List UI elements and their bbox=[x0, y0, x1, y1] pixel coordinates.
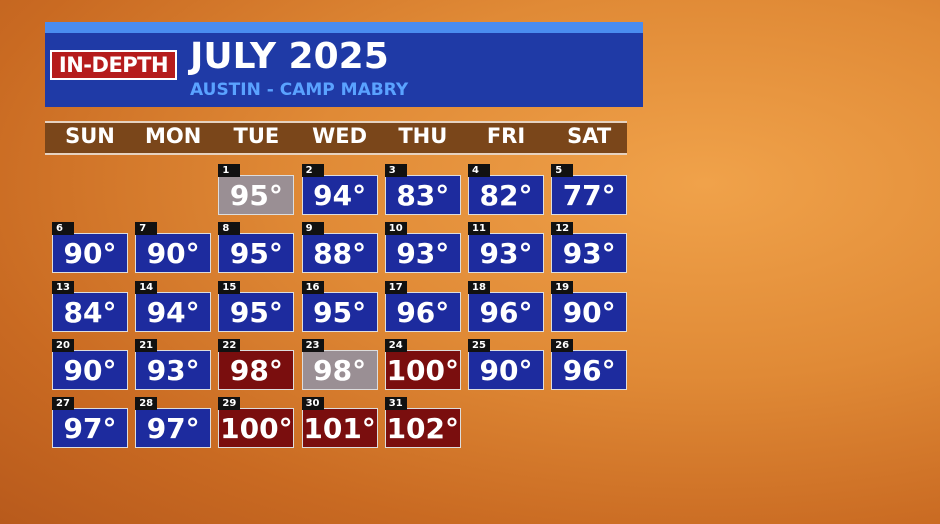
day-number: 8 bbox=[218, 222, 241, 236]
day-temp: 94° bbox=[135, 291, 212, 332]
day-number: 14 bbox=[135, 280, 158, 294]
day-number: 23 bbox=[301, 338, 324, 352]
day-temp: 98° bbox=[218, 349, 295, 390]
weekday: TUE bbox=[233, 124, 280, 148]
day-temp: 100° bbox=[384, 349, 461, 390]
day-temp: 96° bbox=[468, 291, 544, 332]
day-temp: 96° bbox=[551, 349, 628, 390]
day-number: 19 bbox=[551, 280, 574, 294]
day-temp: 93° bbox=[468, 233, 544, 274]
day-temp: 90° bbox=[52, 349, 128, 390]
day-number: 13 bbox=[52, 280, 74, 294]
weekday: WED bbox=[312, 124, 368, 148]
day-number: 9 bbox=[301, 222, 324, 236]
weekday: SUN bbox=[65, 124, 115, 148]
weekday: MON bbox=[145, 124, 202, 148]
badge: IN-DEPTH bbox=[50, 50, 177, 80]
day-number: 21 bbox=[135, 338, 158, 352]
day-temp: 101° bbox=[301, 408, 378, 449]
day-temp: 90° bbox=[551, 291, 628, 332]
weekday-bar bbox=[45, 121, 627, 155]
day-number: 24 bbox=[384, 338, 407, 352]
day-number: 30 bbox=[301, 397, 324, 411]
day-number: 31 bbox=[384, 397, 407, 411]
day-temp: 88° bbox=[301, 233, 378, 274]
day-temp: 77° bbox=[551, 175, 628, 215]
day-temp: 93° bbox=[551, 233, 628, 274]
subtitle: AUSTIN - CAMP MABRY bbox=[190, 80, 409, 100]
weekday: FRI bbox=[486, 124, 526, 148]
day-number: 6 bbox=[52, 222, 74, 236]
day-number: 17 bbox=[384, 280, 407, 294]
day-temp: 97° bbox=[52, 408, 128, 449]
day-temp: 83° bbox=[384, 175, 461, 215]
day-temp: 97° bbox=[135, 408, 212, 449]
day-number: 4 bbox=[468, 164, 490, 177]
day-number: 16 bbox=[301, 280, 324, 294]
weekday: THU bbox=[398, 124, 448, 148]
day-temp: 90° bbox=[468, 349, 544, 390]
day-temp: 94° bbox=[301, 175, 378, 215]
day-number: 27 bbox=[52, 397, 74, 411]
day-temp: 95° bbox=[218, 175, 295, 215]
header-strip bbox=[45, 22, 643, 33]
day-number: 25 bbox=[468, 338, 490, 352]
day-number: 28 bbox=[135, 397, 158, 411]
day-temp: 82° bbox=[468, 175, 544, 215]
day-number: 12 bbox=[551, 222, 574, 236]
weekday: SAT bbox=[567, 124, 612, 148]
day-number: 3 bbox=[384, 164, 407, 177]
day-number: 20 bbox=[52, 338, 74, 352]
day-number: 26 bbox=[551, 338, 574, 352]
day-temp: 93° bbox=[384, 233, 461, 274]
day-temp: 84° bbox=[52, 291, 128, 332]
day-number: 29 bbox=[218, 397, 241, 411]
day-temp: 100° bbox=[218, 408, 295, 449]
day-temp: 93° bbox=[135, 349, 212, 390]
day-temp: 90° bbox=[52, 233, 128, 274]
day-number: 15 bbox=[218, 280, 241, 294]
day-temp: 95° bbox=[218, 291, 295, 332]
day-temp: 95° bbox=[301, 291, 378, 332]
day-number: 7 bbox=[135, 222, 158, 236]
day-number: 10 bbox=[384, 222, 407, 236]
day-temp: 102° bbox=[384, 408, 461, 449]
day-number: 11 bbox=[468, 222, 490, 236]
title: JULY 2025 bbox=[190, 36, 389, 77]
day-temp: 90° bbox=[135, 233, 212, 274]
day-number: 2 bbox=[301, 164, 324, 177]
day-number: 18 bbox=[468, 280, 490, 294]
day-temp: 98° bbox=[301, 349, 378, 390]
day-number: 1 bbox=[218, 164, 241, 177]
day-number: 5 bbox=[551, 164, 574, 177]
day-temp: 95° bbox=[218, 233, 295, 274]
day-number: 22 bbox=[218, 338, 241, 352]
day-temp: 96° bbox=[384, 291, 461, 332]
